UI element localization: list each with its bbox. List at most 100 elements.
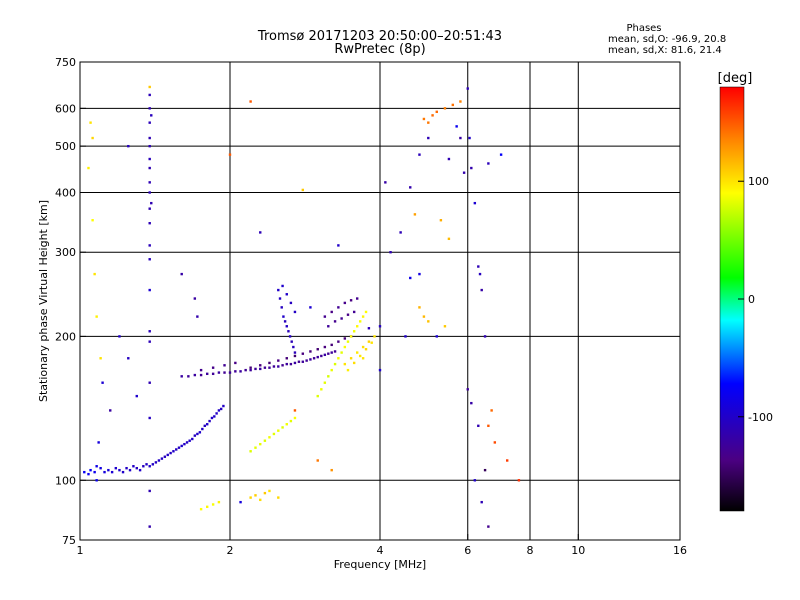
scatter-point [99,357,102,360]
x-tick-label: 1 [77,544,84,557]
scatter-point [312,357,316,360]
scatter-point [343,362,347,366]
scatter-point [427,320,430,323]
scatter-point [292,345,295,349]
scatter-point [268,489,271,493]
scatter-point [418,306,421,309]
scatter-point [249,368,252,372]
scatter-point [148,181,151,184]
scatter-point [355,351,359,354]
scatter-point [148,136,151,140]
scatter-point [193,373,197,377]
scatter-point [477,424,480,428]
scatter-point [175,448,178,451]
scatter-point [211,503,215,506]
scatter-point [333,350,337,353]
scatter-point [148,207,151,210]
scatter-point [384,181,387,184]
scatter-point [91,136,94,140]
scatter-point [103,470,106,474]
scatter-point [114,466,118,470]
scatter-point [93,272,96,276]
scatter-point [148,107,151,110]
scatter-point [285,423,288,426]
scatter-point [316,394,319,398]
scatter-point [183,442,186,446]
scatter-point [259,442,262,446]
scatter-point [201,427,204,431]
scatter-point [490,409,493,412]
scatter-point [150,201,153,205]
scatter-point [180,272,183,276]
x-tick-label: 4 [377,544,384,557]
y-tick-label: 100 [55,474,76,487]
scatter-point [259,364,262,367]
scatter-point [309,350,312,353]
scatter-point [135,466,138,470]
scatter-point [305,359,308,362]
scatter-point [505,459,509,462]
colorbar-ticks: 100 0 -100 [738,175,773,424]
scatter-point [109,409,112,412]
y-tick-label: 600 [55,102,76,115]
scatter-point [148,157,151,161]
scatter-point [277,429,280,432]
scatter-point [277,359,280,362]
scatter-point [148,381,151,384]
chart-title-line1: Tromsø 20171203 20:50:00–20:51:43 [257,29,502,44]
x-axis-label: Frequency [MHz] [334,558,426,571]
scatter-point [462,171,466,174]
scatter-point [293,361,297,365]
scatter-point [487,162,490,165]
scatter-point [477,265,480,268]
scatter-point [289,362,293,366]
scatter-point [249,450,252,453]
y-tick-label: 400 [55,186,76,199]
scatter-point [157,459,161,462]
scatter-point [263,439,267,442]
scatter-point [89,468,92,472]
scatter-point [422,117,426,121]
scatter-point [343,337,347,340]
scatter-point [301,360,305,363]
scatter-point [309,358,312,361]
scatter-point [355,297,359,300]
scatter-point [272,365,276,368]
scatter-point [349,357,353,360]
scatter-point [443,107,447,110]
scatter-point [330,368,333,372]
scatter-point [340,351,343,354]
scatter-point [323,345,327,349]
scatter-point [110,470,114,474]
scatter-point [234,370,237,373]
scatter-point [148,166,151,170]
scatter-point [327,325,330,328]
scatter-point [180,444,183,448]
scatter-point [148,416,151,420]
scatter-point [277,365,280,368]
scatter-point [409,186,412,189]
scatter-point [259,231,262,234]
scatter-point [239,500,242,504]
scatter-point [278,297,282,300]
scatter-point [358,354,362,358]
y-tick-label: 500 [55,140,76,153]
scatter-point [287,330,290,333]
scatter-point [487,525,490,528]
phases-line-o: mean, sd,O: -96.9, 20.8 [608,34,726,45]
scatter-point [87,166,90,170]
scatter-point [409,276,412,280]
scatter-point [150,114,153,117]
scatter-point [361,315,365,318]
scatter-point [333,362,337,366]
scatter-point [340,317,343,320]
colorbar [719,86,745,512]
scatter-point [148,525,151,528]
scatter-point [91,219,94,222]
scatter-point [349,299,353,302]
scatter-point [370,341,373,344]
scatter-point [487,424,490,428]
scatter-point [263,366,267,369]
scatter-point [355,325,359,328]
